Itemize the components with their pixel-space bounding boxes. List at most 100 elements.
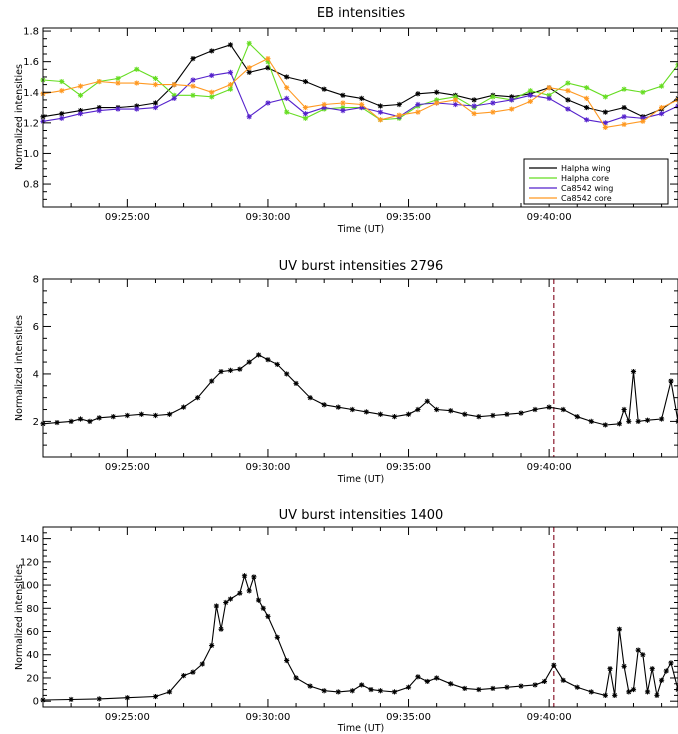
halpha-core-point bbox=[434, 97, 440, 103]
ca8542-core-point bbox=[565, 88, 571, 94]
series-0-point bbox=[405, 411, 412, 417]
ca8542-wing-point bbox=[246, 114, 252, 120]
series-0-point bbox=[377, 411, 384, 417]
series-0-point bbox=[180, 404, 187, 410]
y-tick-label: 100 bbox=[20, 581, 39, 592]
x-tick-label: 09:30:00 bbox=[245, 712, 290, 723]
series-0-point bbox=[602, 692, 608, 698]
series-0-point bbox=[668, 660, 674, 666]
halpha-wing-point bbox=[584, 104, 590, 111]
halpha-wing-point bbox=[59, 111, 65, 117]
ca8542-core-point bbox=[527, 98, 533, 105]
ca8542-wing-point bbox=[584, 117, 590, 123]
halpha-core-point bbox=[152, 75, 159, 82]
series-0-point bbox=[209, 378, 215, 384]
series-0-point bbox=[227, 596, 234, 602]
halpha-wing-point bbox=[134, 103, 140, 109]
y-tick-label: 40 bbox=[26, 650, 39, 661]
series-0-point bbox=[349, 688, 355, 694]
eb-legend: Halpha wing Halpha core Ca8542 wing Ca85… bbox=[523, 158, 669, 205]
ca8542-core-point bbox=[396, 112, 402, 118]
series-0-point bbox=[518, 683, 524, 689]
series-0-point bbox=[307, 683, 313, 689]
series-0-point bbox=[462, 685, 468, 692]
series-0-point bbox=[616, 421, 623, 427]
eb-y-axis-label: Normalized intensities bbox=[14, 64, 25, 170]
ca8542-wing-point bbox=[190, 77, 196, 83]
series-0-point bbox=[124, 695, 130, 701]
series-0-point bbox=[274, 634, 280, 640]
x-tick-label: 09:25:00 bbox=[105, 212, 150, 223]
series-0-point bbox=[654, 692, 660, 698]
series-0-point bbox=[602, 422, 608, 428]
uv1400-axes: 09:25:00 09:30:00 09:35:00 09:40:00 0 20 40 60 8… bbox=[20, 526, 678, 723]
series-0-point bbox=[246, 359, 252, 365]
axes-frame bbox=[42, 278, 678, 458]
ca8542-wing-point bbox=[340, 108, 346, 114]
ca8542-core-point bbox=[452, 97, 458, 103]
eb-axes: 09:25:00 09:30:00 09:35:00 09:40:00 0.8 1.0 1.… bbox=[23, 27, 678, 223]
halpha-core-point bbox=[115, 75, 121, 82]
ca8542-core-point bbox=[227, 82, 234, 88]
y-tick-label: 1.4 bbox=[23, 88, 39, 99]
series-0-point bbox=[195, 395, 201, 401]
ca8542-wing-point bbox=[115, 106, 121, 112]
series-0-point bbox=[635, 418, 641, 424]
series-0-point bbox=[405, 684, 412, 690]
y-tick-label: 120 bbox=[20, 557, 39, 568]
ca8542-core-point bbox=[246, 65, 252, 71]
halpha-core-point bbox=[284, 109, 290, 115]
series-0-point bbox=[621, 406, 627, 413]
series-0-point bbox=[626, 689, 632, 695]
series-0-point bbox=[255, 352, 262, 358]
series-0-point bbox=[363, 409, 369, 415]
series-0-point bbox=[448, 681, 454, 687]
uv1400-plot-area bbox=[40, 527, 678, 707]
series-0-point bbox=[213, 603, 219, 609]
series-0-point bbox=[77, 416, 84, 422]
series-0-point bbox=[227, 367, 234, 373]
series-0-point bbox=[612, 692, 618, 698]
series-0-point bbox=[218, 368, 224, 375]
ca8542-wing-point bbox=[134, 106, 140, 112]
series-0-point bbox=[237, 590, 243, 596]
series-0-point bbox=[152, 412, 159, 419]
uv2796-x-axis-label: Time (UT) bbox=[337, 474, 384, 485]
ca8542-wing-point bbox=[321, 104, 327, 111]
ca8542-wing-point bbox=[621, 114, 627, 120]
series-0-point bbox=[96, 415, 102, 421]
axes-frame bbox=[42, 526, 678, 708]
ca8542-wing-point bbox=[152, 104, 159, 111]
ca8542-wing-point bbox=[227, 69, 234, 75]
uv1400-panel-title: UV burst intensities 1400 bbox=[279, 508, 444, 523]
series-0-point bbox=[124, 412, 130, 419]
halpha-wing-point bbox=[321, 86, 327, 92]
series-0-point bbox=[644, 689, 651, 695]
series-0-point bbox=[265, 357, 271, 363]
halpha-wing-point bbox=[152, 100, 159, 106]
ca8542-core-point bbox=[434, 100, 440, 106]
ca8542-core-point bbox=[359, 101, 365, 108]
halpha-wing-point bbox=[77, 108, 84, 114]
series-0-point bbox=[110, 414, 116, 420]
series-0-point bbox=[260, 605, 266, 611]
series-0-point bbox=[349, 406, 355, 413]
legend-label-ca8542-wing: Ca8542 wing bbox=[561, 184, 613, 193]
halpha-wing-point bbox=[621, 104, 627, 111]
ca8542-core-point bbox=[152, 82, 159, 88]
legend-label-ca8542-core: Ca8542 core bbox=[561, 194, 612, 203]
series-0-point bbox=[616, 626, 623, 632]
halpha-core-point bbox=[227, 86, 234, 92]
ca8542-wing-point bbox=[377, 109, 384, 115]
series-0-point bbox=[588, 418, 594, 424]
y-tick-label: 20 bbox=[26, 673, 39, 684]
series-0-point bbox=[434, 406, 440, 413]
series-0-point bbox=[241, 573, 248, 579]
uv2796-panel-title: UV burst intensities 2796 bbox=[279, 259, 444, 274]
ca8542-core-point bbox=[209, 89, 215, 95]
ca8542-wing-point bbox=[77, 111, 84, 117]
ca8542-core-point bbox=[284, 85, 290, 91]
series-0-point bbox=[518, 410, 524, 416]
x-tick-label: 09:35:00 bbox=[386, 212, 431, 223]
uv2796-axes: 09:25:00 09:30:00 09:35:00 09:40:00 2 4 6 8 bbox=[33, 275, 678, 473]
